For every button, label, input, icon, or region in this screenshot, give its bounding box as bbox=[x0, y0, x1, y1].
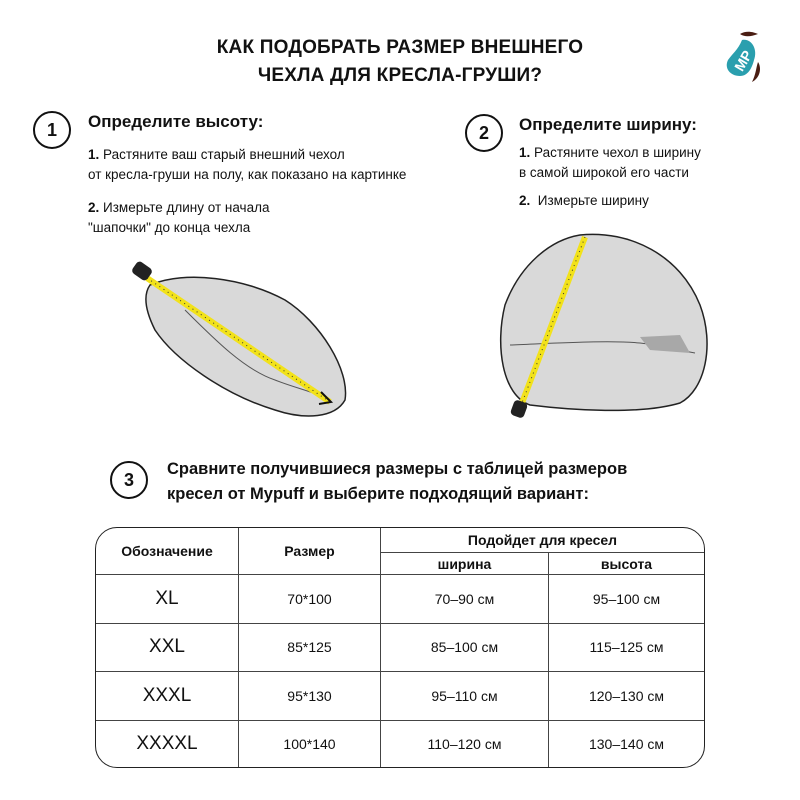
table-row: XL 70*100 70–90 см 95–100 см bbox=[96, 575, 704, 624]
step-1-heading: Определите высоту: bbox=[88, 112, 264, 131]
item-number: 1. bbox=[88, 147, 100, 162]
cell-size: 85*125 bbox=[239, 623, 381, 673]
cell-designation: XL bbox=[96, 575, 239, 624]
table-row: XXXL 95*130 95–110 см 120–130 см bbox=[96, 672, 704, 721]
text: кресел от Mypuff и выберите подходящий в… bbox=[167, 485, 589, 503]
step-1-instruction-2: 2. Измерьте длину от начала "шапочки" до… bbox=[88, 198, 269, 238]
header-fits: Подойдет для кресел bbox=[381, 528, 704, 553]
cell-width: 85–100 см bbox=[381, 623, 549, 673]
step-2-heading: Определите ширину: bbox=[519, 115, 697, 134]
bag-length-illustration bbox=[132, 261, 347, 417]
cell-height: 95–100 см bbox=[549, 575, 704, 624]
cell-size: 100*140 bbox=[239, 720, 381, 767]
text: Растяните чехол в ширину bbox=[534, 145, 701, 160]
step-2-number: 2 bbox=[465, 114, 503, 152]
cell-width: 95–110 см bbox=[381, 672, 549, 721]
cell-width: 110–120 см bbox=[381, 720, 549, 767]
text: Растяните ваш старый внешний чехол bbox=[103, 147, 345, 162]
cell-designation: XXL bbox=[96, 623, 239, 673]
text: "шапочки" до конца чехла bbox=[88, 220, 251, 235]
cell-designation: XXXL bbox=[96, 672, 239, 721]
header-designation: Обозначение bbox=[96, 528, 239, 575]
header-height: высота bbox=[549, 553, 704, 575]
size-table: Обозначение Размер Подойдет для кресел ш… bbox=[95, 527, 705, 768]
cell-size: 70*100 bbox=[239, 575, 381, 624]
item-number: 1. bbox=[519, 145, 531, 160]
step-3-instruction: Сравните получившиеся размеры с таблицей… bbox=[167, 457, 627, 507]
text: Измерьте ширину bbox=[537, 193, 649, 208]
cell-size: 95*130 bbox=[239, 672, 381, 721]
text: от кресла-груши на полу, как показано на… bbox=[88, 167, 407, 182]
text: в самой широкой его части bbox=[519, 165, 689, 180]
text: Сравните получившиеся размеры с таблицей… bbox=[167, 460, 628, 478]
cell-height: 130–140 см bbox=[588, 735, 665, 752]
title-line-1: КАК ПОДОБРАТЬ РАЗМЕР ВНЕШНЕГО bbox=[216, 37, 584, 58]
cell-height: 115–125 см bbox=[549, 624, 704, 673]
table-row: XXL 85*125 85–100 см 115–125 см bbox=[96, 623, 704, 673]
cell-width: 70–90 см bbox=[381, 575, 549, 624]
step-1-instruction-1: 1. Растяните ваш старый внешний чехол от… bbox=[88, 145, 406, 185]
page-title: КАК ПОДОБРАТЬ РАЗМЕР ВНЕШНЕГО ЧЕХЛА ДЛЯ … bbox=[0, 34, 800, 90]
bag-width-illustration bbox=[500, 233, 708, 418]
item-number: 2. bbox=[88, 200, 100, 215]
cell-designation: XXXXL bbox=[96, 720, 239, 767]
step-2-instruction-1: 1. Растяните чехол в ширину в самой широ… bbox=[519, 143, 701, 183]
step-3-number: 3 bbox=[110, 461, 148, 499]
header-size: Размер bbox=[239, 528, 381, 575]
item-number: 2. bbox=[519, 193, 531, 208]
step-2-instruction-2: 2. Измерьте ширину bbox=[519, 191, 649, 211]
text: Измерьте длину от начала bbox=[103, 200, 270, 215]
cell-height: 120–130 см bbox=[549, 672, 704, 721]
table-row: XXXXL 100*140 110–120 см 130–140 см bbox=[96, 720, 704, 767]
header-width: ширина bbox=[381, 553, 549, 575]
title-line-2: ЧЕХЛА ДЛЯ КРЕСЛА-ГРУШИ? bbox=[257, 65, 543, 86]
step-1-number: 1 bbox=[33, 111, 71, 149]
mypuff-logo: MP bbox=[726, 31, 760, 82]
